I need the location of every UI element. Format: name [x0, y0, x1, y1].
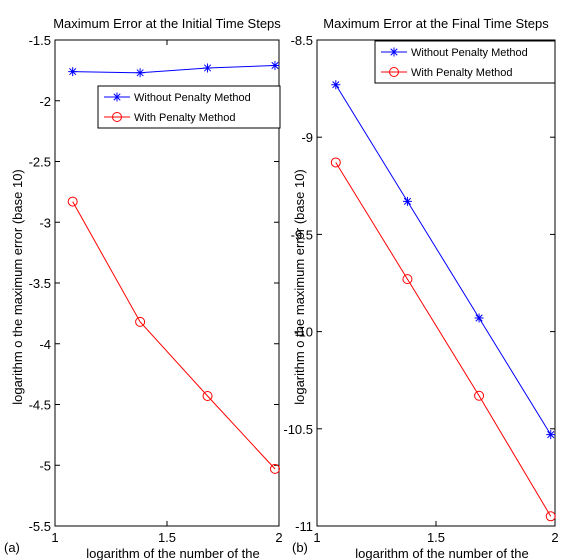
- series-line: [72, 65, 275, 74]
- chart-panel-2: Maximum Error at the Final Time Steps 1 1.…: [283, 16, 558, 560]
- x-tick-label: 1: [51, 530, 58, 545]
- series-1: [68, 61, 280, 78]
- data-point-star: [203, 63, 213, 73]
- x-axis-label: logarithm of the number of the: [355, 546, 528, 560]
- data-point-circle: [67, 196, 78, 207]
- series-line: [335, 84, 552, 435]
- data-point-star: [474, 313, 484, 323]
- y-tick-label: -11: [295, 519, 313, 534]
- y-tick-label: -2.5: [29, 155, 51, 170]
- data-point-circle: [135, 316, 146, 327]
- y-axis-label: logarithm o the maximum error (base 10): [292, 169, 307, 405]
- y-tick-label: -9.5: [291, 227, 313, 242]
- y-tick-label: -4: [39, 337, 51, 352]
- y-tick-label: -8.5: [291, 33, 313, 48]
- legend: Without Penalty Method With Penalty Metho…: [374, 40, 556, 84]
- legend-marker-star: [389, 47, 399, 57]
- y-tick-label: -9: [301, 130, 313, 145]
- data-point-circle: [269, 463, 280, 474]
- y-tick-label: -5.5: [29, 519, 51, 534]
- series-2: [330, 157, 556, 522]
- legend-entry-label: Without Penalty Method: [411, 47, 528, 59]
- chart-panel-1: Maximum Error at the Initial Time Steps 1…: [4, 16, 283, 560]
- x-tick-label: 2: [275, 530, 282, 545]
- y-tick-label: -4.5: [29, 398, 51, 413]
- data-point-circle: [474, 390, 485, 401]
- series-line: [335, 162, 552, 517]
- x-axis-label: logarithm of the number of the: [86, 546, 259, 560]
- panel-tag: (a): [4, 540, 20, 555]
- data-point-star: [68, 67, 78, 77]
- y-tick-label: -1.5: [29, 33, 51, 48]
- data-point-star: [402, 196, 412, 206]
- legend-marker-circle: [112, 112, 122, 122]
- legend-entry-label: Without Penalty Method: [134, 92, 251, 104]
- panel-tag: (b): [292, 540, 308, 555]
- y-tick-label: -10.5: [283, 422, 313, 437]
- y-tick-label: -3.5: [29, 276, 51, 291]
- y-tick-label: -2: [39, 94, 51, 109]
- legend-entry-label: With Penalty Method: [411, 67, 513, 79]
- legend-marker-circle: [389, 67, 399, 77]
- legend-box: [97, 85, 281, 129]
- x-tick-label: 1: [313, 530, 320, 545]
- data-point-circle: [402, 274, 413, 285]
- chart-title: Maximum Error at the Final Time Steps: [323, 16, 549, 31]
- data-point-star: [546, 430, 556, 440]
- series-2: [67, 196, 280, 474]
- data-point-star: [331, 80, 341, 90]
- legend: Without Penalty Method With Penalty Metho…: [97, 85, 281, 129]
- x-tick-label: 1.5: [427, 530, 445, 545]
- chart-title: Maximum Error at the Initial Time Steps: [53, 16, 281, 31]
- data-point-star: [135, 68, 145, 78]
- y-tick-label: -5: [39, 458, 51, 473]
- x-tick-label: 2: [551, 530, 558, 545]
- legend-box: [374, 40, 556, 84]
- series-1: [331, 80, 556, 440]
- data-point-star: [270, 61, 280, 71]
- y-tick-label: -10: [294, 325, 313, 340]
- x-tick-label: 1.5: [158, 530, 176, 545]
- y-tick-label: -3: [39, 215, 51, 230]
- data-point-circle: [330, 157, 341, 168]
- series-line: [72, 201, 276, 470]
- data-point-circle: [202, 390, 213, 401]
- legend-entry-label: With Penalty Method: [134, 112, 236, 124]
- y-axis-label: logarithm o the maximum error (base 10): [10, 169, 25, 405]
- legend-marker-star: [112, 92, 122, 102]
- data-point-circle: [545, 511, 556, 522]
